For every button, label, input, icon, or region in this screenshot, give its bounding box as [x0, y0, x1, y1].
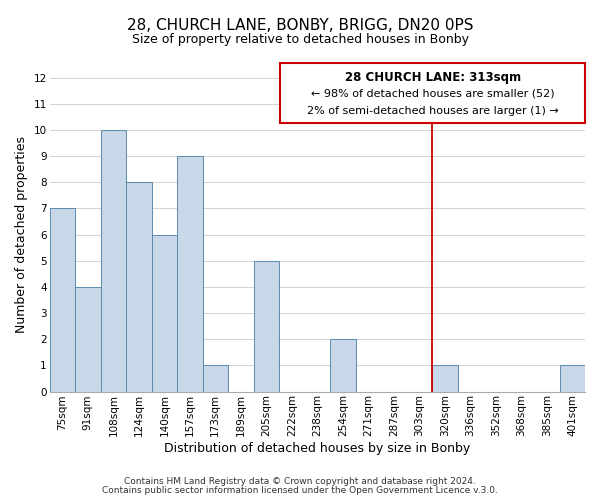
Text: 28, CHURCH LANE, BONBY, BRIGG, DN20 0PS: 28, CHURCH LANE, BONBY, BRIGG, DN20 0PS: [127, 18, 473, 32]
Bar: [330, 339, 356, 392]
Bar: [152, 234, 177, 392]
Bar: [101, 130, 126, 392]
Y-axis label: Number of detached properties: Number of detached properties: [15, 136, 28, 333]
Bar: [75, 287, 101, 392]
Bar: [177, 156, 203, 392]
Text: 28 CHURCH LANE: 313sqm: 28 CHURCH LANE: 313sqm: [344, 70, 521, 84]
Text: 2% of semi-detached houses are larger (1) →: 2% of semi-detached houses are larger (1…: [307, 106, 559, 117]
Bar: [432, 366, 458, 392]
Bar: [560, 366, 585, 392]
Bar: [126, 182, 152, 392]
X-axis label: Distribution of detached houses by size in Bonby: Distribution of detached houses by size …: [164, 442, 470, 455]
Text: Contains HM Land Registry data © Crown copyright and database right 2024.: Contains HM Land Registry data © Crown c…: [124, 477, 476, 486]
Text: ← 98% of detached houses are smaller (52): ← 98% of detached houses are smaller (52…: [311, 88, 554, 98]
Bar: [50, 208, 75, 392]
Bar: [254, 261, 279, 392]
Bar: [203, 366, 228, 392]
FancyBboxPatch shape: [280, 64, 585, 124]
Text: Contains public sector information licensed under the Open Government Licence v.: Contains public sector information licen…: [102, 486, 498, 495]
Text: Size of property relative to detached houses in Bonby: Size of property relative to detached ho…: [131, 34, 469, 46]
